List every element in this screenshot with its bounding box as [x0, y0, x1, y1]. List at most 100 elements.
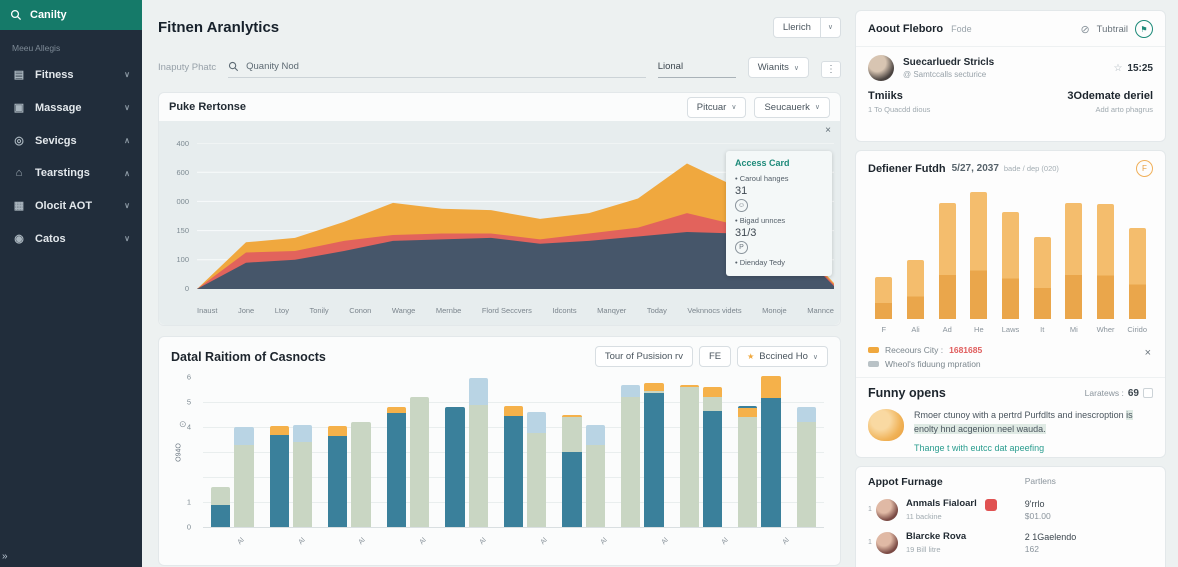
row-index: 1 — [868, 506, 872, 513]
sidebar-search[interactable]: Canilty — [0, 0, 142, 30]
x-tick-label: Mannce — [807, 306, 834, 315]
x-tick-label: Al — [781, 536, 791, 547]
star-icon[interactable]: ☆ — [1113, 62, 1123, 74]
bar-segment-sage — [409, 397, 430, 527]
table-row[interactable]: 1 Anmals Fialoarl 11 backine 9'rrlo $01.00 — [868, 498, 1153, 521]
sidebar-menu: ▤ Fitness ∨ ▣ Massage ∨ ◎ Sevicgs ∧ ⌂ Tearstings ∧ ▦… — [0, 58, 142, 255]
bar — [1065, 202, 1083, 319]
defiener-bar-column: Wher — [1090, 187, 1122, 337]
table-row[interactable]: 1 Blarcke Rova 19 Bill litre 2 1Gaelendo 162 — [868, 531, 1153, 554]
bar-segment-sage — [644, 390, 664, 394]
bar-segment-teal — [445, 407, 465, 527]
bar — [562, 414, 582, 527]
about-action-label[interactable]: Tubtrail — [1096, 23, 1128, 35]
area-filter-button-1[interactable]: Pitcuar ∨ — [686, 96, 747, 118]
funny-text: Rmoer ctunoy with a pertrd Purfdlts and … — [914, 410, 1124, 420]
sidebar-item-catos[interactable]: ◉ Catos ∨ — [0, 222, 142, 255]
bar — [796, 407, 816, 527]
bar — [702, 387, 723, 527]
y-tick-label: 400 — [176, 139, 189, 148]
bar-filter-button-2[interactable]: FE — [698, 346, 732, 367]
bar-filter-button-3[interactable]: ★ Bccined Ho ∨ — [737, 346, 828, 367]
x-tick-label: Al — [660, 536, 670, 547]
bar-segment-sage — [702, 397, 723, 411]
bar-segment-sage — [527, 433, 547, 527]
bar — [445, 407, 465, 527]
bar-chart-card: Datal Raitiom of Casnocts Tour of Pusisi… — [158, 336, 841, 566]
area-chart-title: Puke Rertonse — [169, 101, 247, 113]
units-select[interactable]: Wianits ∨ — [747, 57, 809, 78]
bar — [1002, 212, 1020, 319]
chevron-down-icon: ∨ — [731, 104, 737, 111]
bar-segment-sage — [738, 417, 758, 527]
checkbox[interactable] — [1143, 388, 1153, 398]
defiener-bar-column: Ali — [900, 187, 932, 337]
bar-segment-orange — [386, 407, 406, 414]
f-badge-icon[interactable]: F — [1136, 160, 1153, 177]
bar — [761, 375, 781, 527]
row-subvalue: $01.00 — [1024, 510, 1051, 521]
avatar — [868, 55, 894, 81]
x-tick-label: Today — [646, 306, 667, 315]
bar-segment-sage — [211, 487, 231, 505]
bar-filter-button-1[interactable]: Tour of Pusision rv — [594, 346, 693, 367]
bar-segment-lightblue — [527, 412, 547, 434]
x-tick-label: Cirido — [1127, 325, 1147, 334]
bar — [1097, 204, 1115, 319]
header-action-chevron[interactable]: ∨ — [820, 16, 841, 38]
bar-segment-lightblue — [234, 427, 254, 445]
y-tick-label: 600 — [176, 168, 189, 177]
x-tick-label: Jone — [237, 306, 255, 315]
bar-segment-sage — [468, 404, 488, 527]
chart-tooltip: Access Card • Caroul hanges 31 ☺ • Bigad… — [726, 151, 832, 276]
x-tick-label: Ali — [911, 325, 920, 334]
defiener-bar-column: It — [1026, 187, 1058, 337]
kebab-menu-icon[interactable]: ⋮ — [821, 61, 841, 78]
area-filter-button-2[interactable]: Seucauerk ∨ — [754, 96, 830, 118]
funny-meta-label: Laratews : — [1084, 388, 1124, 398]
tooltip-row-value: 31/3 — [735, 227, 757, 239]
sidebar-item-sevicgs[interactable]: ◎ Sevicgs ∧ — [0, 124, 142, 157]
x-tick-label: Manqyer — [597, 306, 627, 315]
area-chart-svg — [197, 143, 834, 289]
header-action-button[interactable]: Llerich — [772, 16, 821, 38]
bar — [875, 276, 893, 319]
x-tick-label: It — [1040, 325, 1045, 334]
sidebar-item-tearstings[interactable]: ⌂ Tearstings ∧ — [0, 157, 142, 189]
x-tick-label: Al — [357, 536, 367, 547]
x-tick-label: Wher — [1096, 325, 1115, 334]
star-icon: ★ — [747, 352, 755, 361]
search-input[interactable]: Quanity Nod — [228, 61, 646, 78]
close-icon[interactable]: × — [1144, 347, 1151, 359]
sidebar-item-massage[interactable]: ▣ Massage ∨ — [0, 91, 142, 124]
smiley-icon: ☺ — [735, 199, 748, 212]
sidebar-item-olocit-aot[interactable]: ▦ Olocit AOT ∨ — [0, 189, 142, 222]
bar-segment-teal — [761, 398, 781, 527]
chevron-down-icon: ∨ — [827, 24, 833, 31]
search-field-label: Inaputy Phatc — [158, 62, 217, 73]
funny-link[interactable]: Thange t with eutcc dat apeefing — [914, 442, 1045, 453]
bar-segment-teal — [702, 410, 723, 527]
bar-segment-orange — [738, 408, 758, 417]
defiener-bar-column: Laws — [995, 187, 1027, 337]
flag-circle-icon[interactable]: ⚑ — [1135, 20, 1153, 38]
tooltip-row-value: 31 — [735, 185, 748, 197]
legend-label: Receours City : — [885, 345, 944, 355]
sidebar-item-label: Massage — [35, 101, 82, 114]
bar — [409, 397, 430, 527]
sidebar-item-label: Catos — [35, 232, 66, 245]
secondary-input[interactable]: Lional — [657, 61, 736, 78]
bar-y-axis: 6 5 4 1 0 — [171, 373, 195, 532]
collapse-icon[interactable]: » — [2, 551, 8, 562]
close-icon[interactable]: × — [825, 125, 831, 136]
sidebar-item-fitness[interactable]: ▤ Fitness ∨ — [0, 58, 142, 91]
defiener-note: bade / dep (020) — [1003, 164, 1059, 173]
bar-chart-title: Datal Raitiom of Casnocts — [171, 349, 326, 364]
stat-sub: Add arto phagrus — [1095, 105, 1153, 114]
defiener-title: Defiener Futdh — [868, 162, 946, 175]
search-icon — [10, 9, 22, 21]
slash-circle-icon[interactable]: ⊘ — [1080, 23, 1090, 36]
bars-area — [203, 375, 824, 528]
bar — [211, 487, 231, 527]
